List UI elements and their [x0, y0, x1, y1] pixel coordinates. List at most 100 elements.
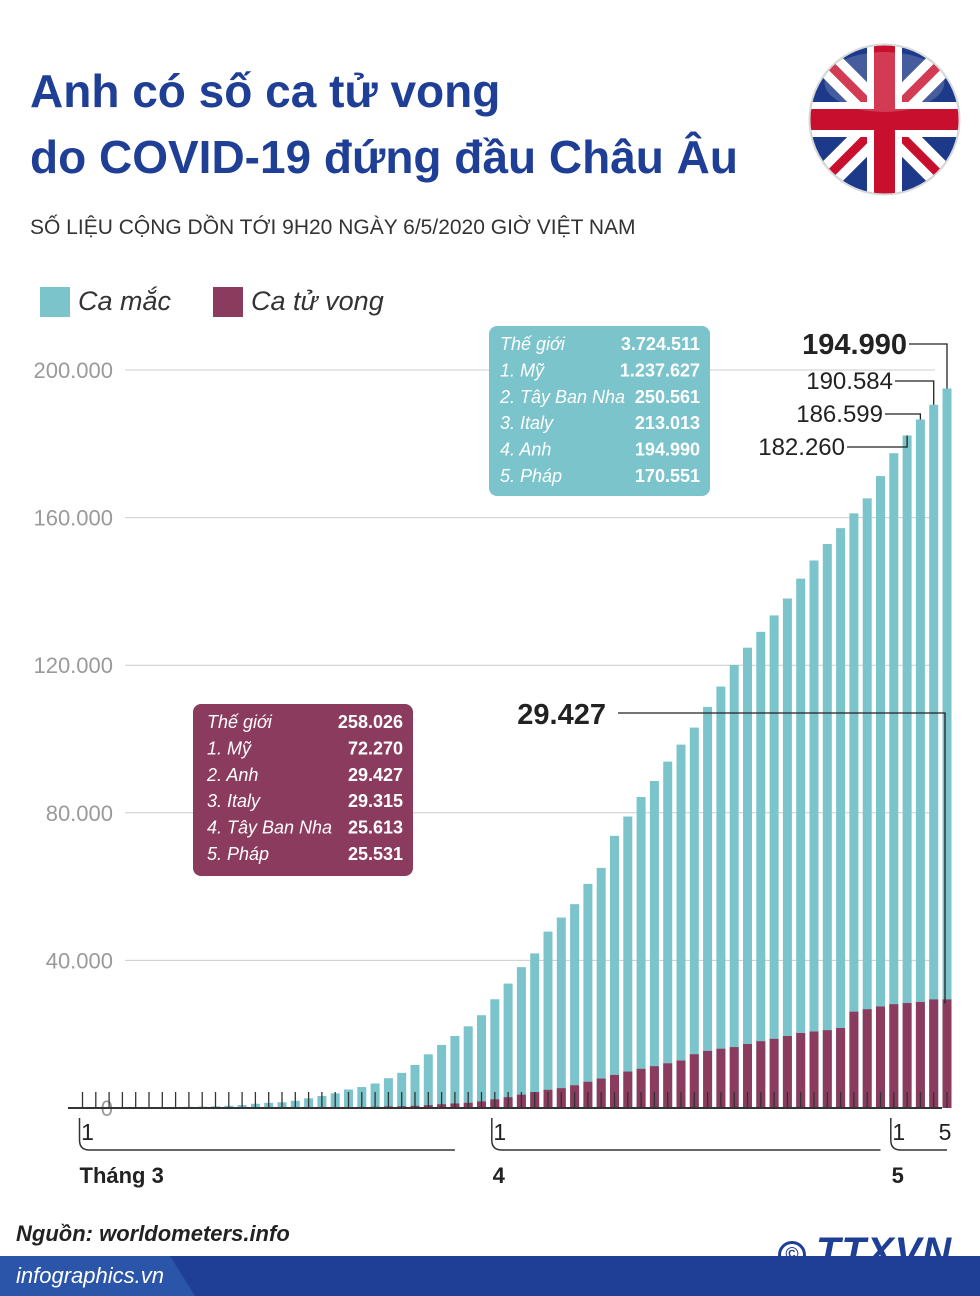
- cases-callout-line: [895, 380, 935, 405]
- month-label: 5: [892, 1163, 904, 1188]
- bar-deaths: [796, 1033, 806, 1108]
- month-label: 4: [493, 1163, 506, 1188]
- bar-cases: [530, 953, 540, 1108]
- cases-table-name: 2. Tây Ban Nha: [499, 387, 625, 407]
- logo-text: TTXVN Vietnam News Agency: [816, 1232, 952, 1277]
- cases-callout-line: [909, 343, 948, 389]
- bar-cases: [636, 797, 646, 1108]
- bar-deaths: [915, 1001, 925, 1108]
- cases-table-name: Thế giới: [500, 334, 566, 354]
- month-bracket: [491, 1118, 881, 1151]
- bar-deaths: [769, 1038, 779, 1108]
- x-tick-label: 1: [493, 1119, 506, 1145]
- bar-cases: [463, 1026, 473, 1108]
- deaths-table-value: 258.026: [338, 712, 403, 732]
- bar-cases: [862, 498, 872, 1109]
- cases-callout-label: 182.260: [758, 434, 845, 461]
- bar-cases: [610, 835, 619, 1108]
- bar-deaths: [809, 1031, 819, 1108]
- bar-deaths: [876, 1006, 885, 1108]
- legend-swatch-cases: [40, 286, 70, 317]
- cases-table-value: 250.561: [635, 387, 700, 407]
- cases-table-box: [489, 326, 710, 496]
- deaths-table-value: 25.531: [348, 844, 403, 864]
- cases-callout-label: 190.584: [806, 368, 893, 395]
- bar-cases: [437, 1044, 447, 1108]
- bar-cases: [423, 1054, 433, 1108]
- bar-deaths: [623, 1071, 633, 1108]
- x-tick-label: 5: [939, 1119, 952, 1145]
- bar-cases: [729, 664, 739, 1108]
- subtitle: SỐ LIỆU CỘNG DỒN TỚI 9H20 NGÀY 6/5/2020 …: [30, 216, 636, 239]
- cases-table-name: 1. Mỹ: [500, 360, 545, 380]
- deaths-table-value: 25.613: [348, 818, 403, 838]
- bar-cases: [743, 647, 752, 1108]
- cases-table-name: 5. Pháp: [500, 466, 562, 486]
- deaths-table-name: Thế giới: [207, 712, 273, 732]
- bar-cases: [397, 1072, 407, 1108]
- bar-cases: [822, 544, 832, 1108]
- deaths-table-name: 2. Anh: [206, 765, 258, 785]
- cases-table-value: 3.724.511: [621, 334, 700, 354]
- cases-table-value: 194.990: [635, 440, 700, 460]
- cases-callout-line: [847, 435, 908, 448]
- bar-cases: [782, 598, 792, 1108]
- cases-callout-label: 186.599: [796, 401, 883, 428]
- bar-deaths: [743, 1044, 752, 1108]
- bar-cases: [596, 867, 606, 1108]
- bar-deaths: [703, 1050, 713, 1108]
- deaths-callout-line: [618, 712, 946, 1004]
- bar-cases: [689, 727, 699, 1108]
- cases-callout-line: [885, 413, 922, 420]
- legend-item-cases: Ca mắc: [40, 286, 171, 317]
- bar-cases: [796, 578, 806, 1108]
- bar-deaths: [716, 1048, 726, 1108]
- bar-deaths: [822, 1030, 832, 1108]
- legend: Ca mắc Ca tử vong: [40, 286, 426, 317]
- y-tick-label: 80.000: [46, 801, 113, 826]
- month-bracket: [78, 1118, 455, 1151]
- uk-flag-icon: [807, 42, 962, 197]
- legend-label-cases: Ca mắc: [78, 286, 172, 316]
- bar-cases: [836, 528, 846, 1108]
- bar-deaths: [849, 1011, 859, 1108]
- bar-cases: [663, 761, 673, 1108]
- cases-callout-label: 194.990: [802, 329, 907, 361]
- bar-cases: [915, 419, 925, 1108]
- title-line-1: Anh có số ca tử vong: [30, 65, 501, 117]
- y-tick-label: 200.000: [33, 358, 113, 383]
- bar-deaths: [862, 1009, 872, 1108]
- cases-table-value: 1.237.627: [620, 360, 700, 380]
- bar-cases: [450, 1035, 460, 1108]
- bar-cases: [570, 904, 580, 1108]
- deaths-table-name: 4. Tây Ban Nha: [207, 818, 332, 838]
- bar-deaths: [942, 999, 952, 1108]
- y-tick-label: 160.000: [33, 506, 113, 531]
- bar-cases: [876, 476, 885, 1108]
- legend-item-deaths: Ca tử vong: [213, 286, 384, 317]
- page-title: Anh có số ca tử vong do COVID-19 đứng đầ…: [30, 58, 738, 190]
- bar-cases: [649, 780, 659, 1108]
- bar-cases: [543, 931, 553, 1108]
- logo-name: TTXVN: [816, 1230, 953, 1274]
- bar-cases: [716, 686, 726, 1108]
- legend-label-deaths: Ca tử vong: [251, 286, 384, 316]
- footer-site: infographics.vn: [16, 1263, 164, 1288]
- copyright-icon: ©: [778, 1240, 806, 1269]
- bar-cases: [889, 453, 899, 1109]
- x-tick-label: 1: [81, 1119, 94, 1145]
- logo-sub: Vietnam News Agency: [867, 1268, 953, 1277]
- bar-cases: [410, 1064, 420, 1108]
- month-label: Tháng 3: [80, 1163, 164, 1188]
- title-line-2: do COVID-19 đứng đầu Châu Âu: [30, 131, 738, 183]
- ttxvn-logo: © TTXVN Vietnam News Agency: [778, 1232, 952, 1277]
- deaths-table-name: 3. Italy: [207, 791, 261, 811]
- bar-cases: [477, 1015, 486, 1108]
- bar-cases: [942, 388, 952, 1108]
- bar-cases: [556, 917, 566, 1108]
- deaths-table-value: 29.315: [348, 791, 403, 811]
- cases-table-name: 4. Anh: [500, 440, 551, 460]
- bar-deaths: [729, 1047, 739, 1108]
- bar-deaths: [929, 999, 939, 1108]
